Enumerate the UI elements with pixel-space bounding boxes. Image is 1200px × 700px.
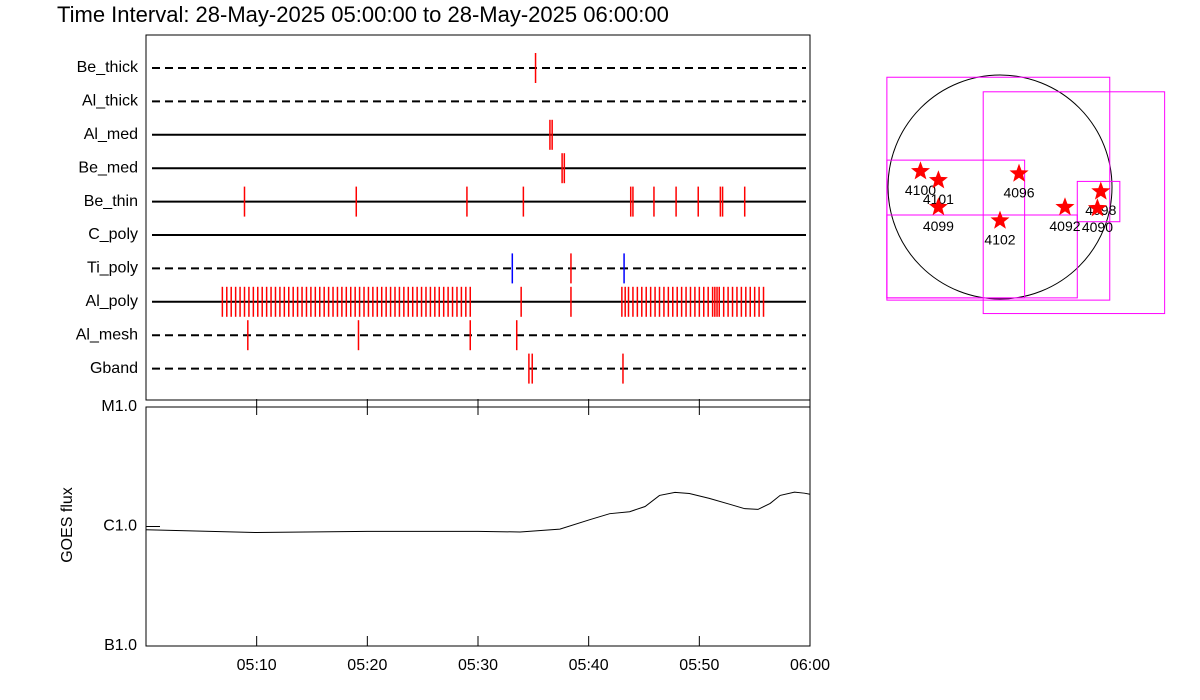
y-tick-label: C1.0 [103, 518, 137, 535]
active-region [928, 197, 948, 216]
x-tick-label: 05:10 [237, 657, 277, 674]
region-label: 4090 [1082, 219, 1113, 235]
active-region [1091, 181, 1111, 200]
goes-line [145, 491, 811, 534]
active-region [1009, 163, 1029, 182]
row-label: Be_thick [77, 59, 139, 76]
y-tick-label: B1.0 [104, 637, 137, 654]
row-label: Ti_poly [87, 260, 138, 277]
x-tick-label: 05:30 [458, 657, 498, 674]
x-tick-label: 06:00 [790, 657, 830, 674]
row-label: Gband [90, 360, 138, 377]
row-label: Be_med [78, 159, 138, 176]
active-region [1087, 198, 1107, 217]
x-tick-label: 05:20 [347, 657, 387, 674]
y-axis-label: GOES flux [59, 487, 76, 563]
x-tick-label: 05:50 [679, 657, 719, 674]
fov-box [982, 91, 1166, 315]
active-region [1055, 197, 1075, 216]
x-tick-label: 05:40 [569, 657, 609, 674]
y-tick-label: M1.0 [101, 398, 137, 415]
region-label: 4096 [1003, 184, 1034, 200]
active-region [928, 170, 948, 189]
chart-title: Time Interval: 28-May-2025 05:00:00 to 2… [57, 2, 669, 27]
row-label: Al_mesh [76, 326, 138, 343]
row-label: Al_poly [86, 293, 138, 310]
active-region [911, 161, 930, 180]
row-label: Al_thick [82, 93, 139, 110]
region-label: 4102 [984, 231, 1015, 247]
active-region [990, 210, 1010, 229]
fov-box [1076, 180, 1121, 223]
fov-box [886, 214, 1078, 299]
row-label: Al_med [84, 126, 138, 143]
region-label: 4100 [905, 182, 936, 198]
region-label: 4099 [923, 218, 954, 234]
row-label: Be_thin [84, 193, 138, 210]
solar-disk [887, 74, 1113, 300]
region-label: 4092 [1049, 218, 1080, 234]
row-label: C_poly [88, 226, 138, 243]
